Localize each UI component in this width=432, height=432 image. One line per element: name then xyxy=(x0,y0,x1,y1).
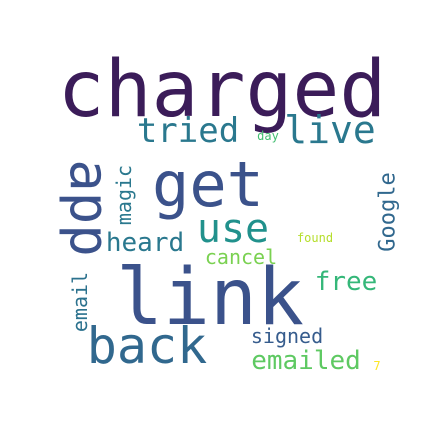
word-use: use xyxy=(196,206,270,252)
word-link: link xyxy=(116,253,304,343)
word-day: day xyxy=(257,129,279,143)
word-free: free xyxy=(314,267,378,297)
word-magic: magic xyxy=(112,164,136,226)
word-google: Google xyxy=(375,172,401,252)
word-emailed: emailed xyxy=(251,346,361,376)
word-live: live xyxy=(284,108,376,152)
word-cancel: cancel xyxy=(204,245,278,269)
word-charged: charged xyxy=(57,45,387,135)
word-7: 7 xyxy=(373,359,381,373)
word-found: found xyxy=(296,231,334,245)
word-heard: heard xyxy=(105,228,185,258)
word-back: back xyxy=(86,317,208,375)
word-tried: tried xyxy=(136,111,240,151)
word-email: email xyxy=(68,271,92,333)
word-get: get xyxy=(152,148,264,221)
word-signed: signed xyxy=(250,324,324,348)
